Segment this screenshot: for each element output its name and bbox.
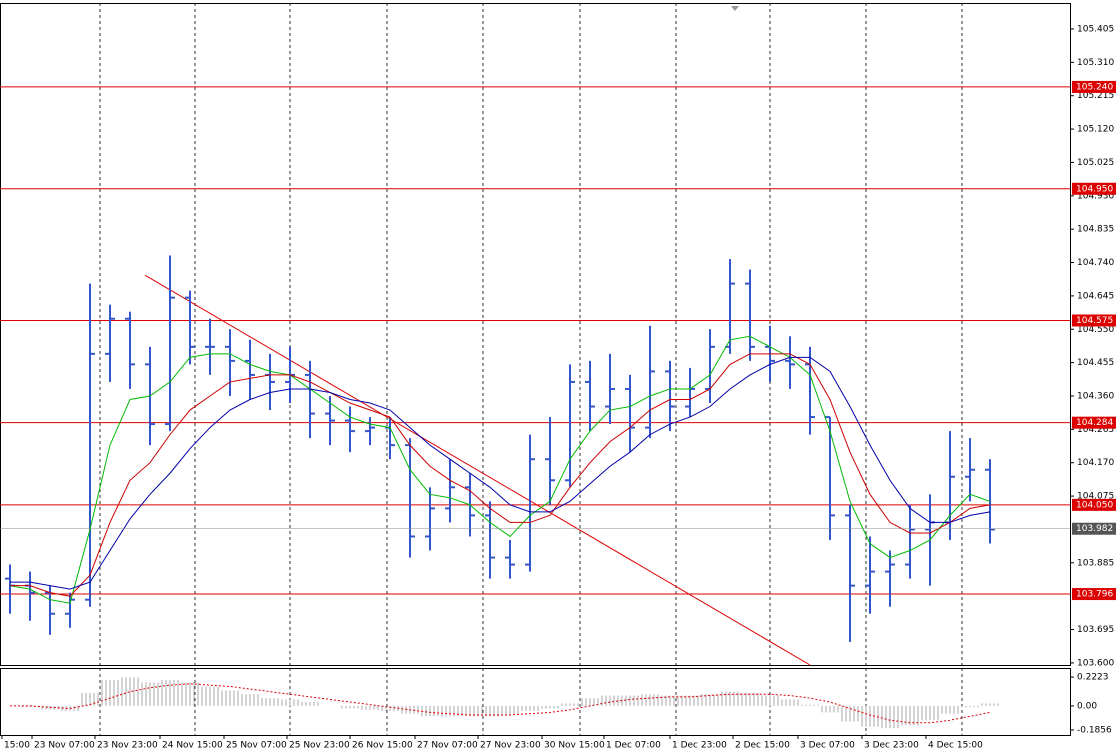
osc-tick-label: 0.00 xyxy=(1077,701,1097,711)
x-tick-label: 25 Nov 07:00 xyxy=(226,741,287,751)
x-tick-label: 23 Nov 23:00 xyxy=(97,741,158,751)
shift-marker xyxy=(731,6,739,11)
y-tick-label: 104.455 xyxy=(1077,358,1114,368)
y-tick-label: 103.695 xyxy=(1077,625,1114,635)
y-tick-label: 104.930 xyxy=(1077,191,1114,201)
oscillator-panel xyxy=(0,668,1071,736)
y-tick-label: 103.600 xyxy=(1077,658,1114,668)
x-tick-label: 27 Nov 07:00 xyxy=(417,741,478,751)
x-tick-label: 27 Nov 23:00 xyxy=(480,741,541,751)
level-tag xyxy=(1072,588,1116,601)
y-tick-label: 105.405 xyxy=(1077,24,1114,34)
y-tick-label: 105.025 xyxy=(1077,158,1114,168)
x-tick-label: 26 Nov 15:00 xyxy=(352,741,413,751)
x-tick-label: 23 Nov 07:00 xyxy=(34,741,95,751)
x-tick-label: 3 Dec 23:00 xyxy=(864,741,919,751)
main-panel xyxy=(0,3,1071,666)
osc-tick-label: 0.2223 xyxy=(1077,673,1109,683)
y-tick-label: 104.075 xyxy=(1077,492,1114,502)
x-tick-label: 25 Nov 23:00 xyxy=(289,741,350,751)
level-tag xyxy=(1072,416,1116,429)
y-tick-label: 105.310 xyxy=(1077,58,1114,68)
y-tick-label: 104.645 xyxy=(1077,291,1114,301)
level-label: 105.240 xyxy=(1076,82,1113,92)
last-price-tag xyxy=(1072,522,1116,535)
level-tag xyxy=(1072,182,1116,195)
x-tick-label: 30 Nov 15:00 xyxy=(544,741,605,751)
level-tag xyxy=(1072,80,1116,93)
osc-signal xyxy=(10,683,991,724)
x-tick-label: 1 Dec 23:00 xyxy=(672,741,727,751)
y-tick-label: 104.835 xyxy=(1077,225,1114,235)
osc-tick-label: -0.1856 xyxy=(1077,726,1112,736)
moving-average xyxy=(10,353,991,597)
level-label: 104.284 xyxy=(1076,418,1113,428)
level-tag xyxy=(1072,314,1116,327)
x-tick-label: 1 Dec 07:00 xyxy=(606,741,661,751)
level-label: 104.575 xyxy=(1076,316,1113,326)
y-tick-label: 104.170 xyxy=(1077,458,1114,468)
y-tick-label: 104.740 xyxy=(1077,258,1114,268)
y-tick-label: 105.120 xyxy=(1077,125,1114,135)
level-label: 104.950 xyxy=(1076,184,1113,194)
x-tick-label: 3 Dec 07:00 xyxy=(800,741,855,751)
level-label: 104.050 xyxy=(1076,500,1113,510)
x-tick-label: 24 Nov 15:00 xyxy=(162,741,223,751)
level-label: 103.796 xyxy=(1076,590,1113,600)
x-tick-label: 2 Dec 15:00 xyxy=(735,741,790,751)
moving-average xyxy=(10,356,991,590)
trendline xyxy=(144,274,811,666)
y-tick-label: 104.360 xyxy=(1077,391,1114,401)
y-tick-label: 104.550 xyxy=(1077,325,1114,335)
last-price-label: 103.982 xyxy=(1076,524,1113,534)
y-tick-label: 104.265 xyxy=(1077,425,1114,435)
y-tick-label: 103.885 xyxy=(1077,558,1114,568)
x-tick-label: 4 Dec 15:00 xyxy=(928,741,983,751)
level-tag xyxy=(1072,498,1116,511)
x-tick-label: 15:00 xyxy=(4,741,30,751)
moving-average xyxy=(9,335,991,604)
y-tick-label: 105.215 xyxy=(1077,91,1114,101)
